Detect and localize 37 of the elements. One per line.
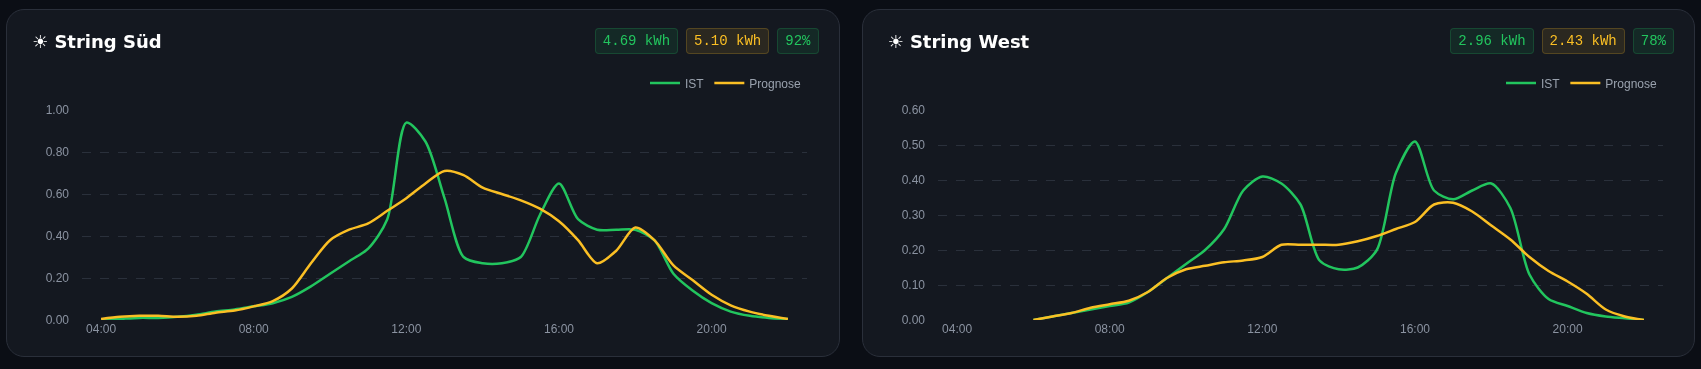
- x-tick-label: 20:00: [696, 322, 727, 336]
- y-tick-label: 0.40: [45, 229, 70, 244]
- y-tick-label: 0.30: [901, 208, 925, 223]
- x-tick-label: 20:00: [1552, 322, 1583, 336]
- chart-title: ☀ String Süd: [32, 30, 162, 52]
- chart-title: ☀ String West: [887, 30, 1030, 52]
- line-series: [1031, 201, 1645, 320]
- y-tick-label: 0.80: [45, 145, 70, 160]
- text: 5.10 kWh: [686, 28, 770, 54]
- x-tick-label: 12:00: [391, 322, 422, 336]
- text: 4.69 kWh: [594, 28, 679, 54]
- x-tick-label: 16:00: [1399, 322, 1430, 336]
- x-tick-label: 08:00: [238, 322, 270, 336]
- line-series: [99, 169, 790, 320]
- legend-label: Prognose: [749, 76, 802, 91]
- x-tick-label: 04:00: [86, 322, 117, 336]
- x-tick-label: 12:00: [1246, 322, 1278, 336]
- y-tick-label: 0.00: [45, 313, 70, 328]
- text: 78%: [1632, 28, 1674, 54]
- y-tick-label: 0.40: [901, 173, 925, 188]
- y-tick-label: 0.00: [901, 313, 925, 328]
- x-tick-label: 04:00: [941, 322, 972, 336]
- y-tick-label: 0.50: [901, 138, 925, 153]
- text: 92%: [777, 28, 819, 54]
- legend-label: IST: [1540, 76, 1560, 91]
- y-tick-label: 0.20: [901, 243, 925, 258]
- y-tick-label: 0.60: [901, 103, 925, 118]
- legend-label: IST: [685, 76, 705, 91]
- y-tick-label: 0.20: [45, 271, 70, 286]
- y-tick-label: 1.00: [45, 103, 70, 118]
- legend-label: Prognose: [1604, 76, 1657, 91]
- y-tick-label: 0.10: [901, 278, 925, 293]
- x-tick-label: 16:00: [543, 322, 575, 336]
- x-tick-label: 08:00: [1094, 322, 1125, 336]
- y-tick-label: 0.60: [45, 187, 70, 202]
- text: 2.43 kWh: [1541, 28, 1625, 54]
- text: 2.96 kWh: [1450, 28, 1534, 54]
